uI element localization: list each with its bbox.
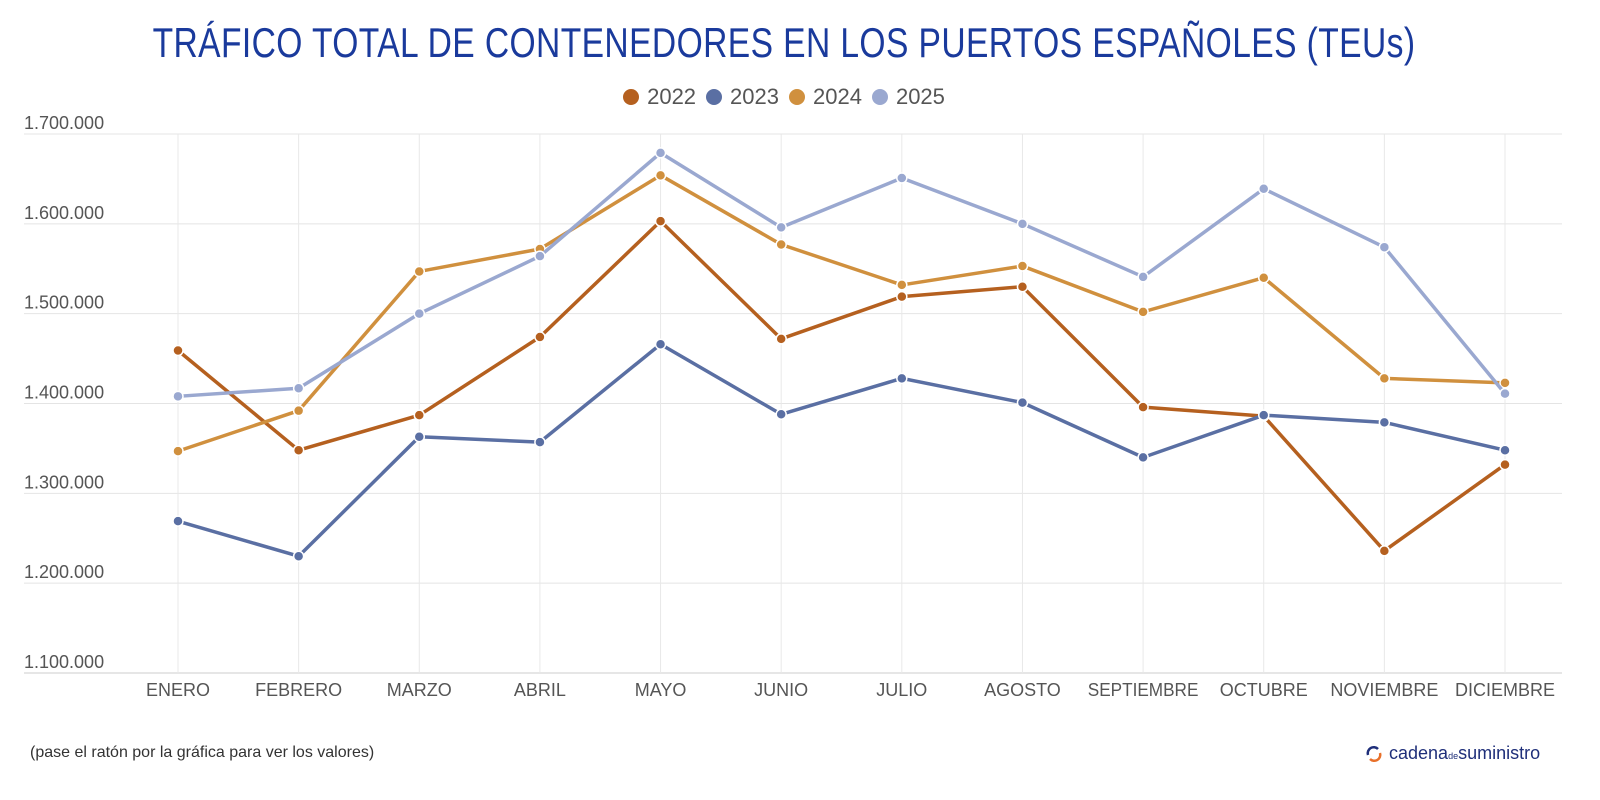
data-point-2023 bbox=[292, 550, 305, 562]
data-point-2024 bbox=[413, 265, 426, 278]
data-point-2024 bbox=[1137, 306, 1149, 318]
data-point-2024 bbox=[1378, 372, 1391, 385]
data-point-2025 bbox=[654, 147, 667, 159]
data-point-2024 bbox=[292, 404, 305, 417]
series-line-2025 bbox=[177, 151, 1507, 399]
legend-label: 2023 bbox=[730, 84, 779, 109]
data-point-2022 bbox=[1378, 545, 1391, 557]
data-point-2025 bbox=[775, 221, 787, 234]
data-point-2022 bbox=[1137, 401, 1149, 413]
y-tick-label: 1.500.000 bbox=[24, 293, 104, 313]
x-tick-label: JUNIO bbox=[754, 680, 808, 700]
data-point-2023 bbox=[1137, 451, 1149, 464]
y-tick-label: 1.400.000 bbox=[24, 383, 104, 403]
x-tick-label: JULIO bbox=[876, 680, 927, 700]
data-point-2022 bbox=[896, 290, 908, 303]
data-point-2022 bbox=[775, 333, 787, 345]
data-point-2024 bbox=[654, 169, 667, 182]
data-point-2024 bbox=[1257, 271, 1270, 284]
data-point-2023 bbox=[172, 515, 184, 527]
legend-marker-icon bbox=[706, 89, 723, 105]
data-point-2023 bbox=[775, 408, 787, 421]
hover-hint: (pase el ratón por la gráfica para ver l… bbox=[30, 744, 375, 761]
data-point-2023 bbox=[1257, 409, 1270, 421]
data-point-2022 bbox=[534, 331, 546, 343]
data-point-2025 bbox=[1137, 271, 1149, 283]
series-line-2022 bbox=[176, 219, 1507, 553]
logo-text-main: cadena bbox=[1389, 743, 1449, 763]
x-tick-label: FEBRERO bbox=[255, 680, 342, 700]
data-point-2023 bbox=[1016, 396, 1029, 409]
data-point-2025 bbox=[172, 390, 184, 403]
legend-marker-icon bbox=[623, 89, 640, 105]
data-point-2025 bbox=[1257, 183, 1270, 195]
series-line-2023 bbox=[177, 342, 1506, 558]
data-point-2022 bbox=[1499, 458, 1511, 471]
line-chart[interactable]: 1.100.000 1.200.000 1.300.000 1.400.000 1.50… bbox=[0, 0, 1600, 740]
x-tick-label: SEPTIEMBRE bbox=[1088, 680, 1199, 700]
series-line-2024 bbox=[177, 173, 1506, 453]
data-point-2024 bbox=[1499, 377, 1511, 389]
data-point-2025 bbox=[534, 250, 546, 262]
legend-label: 2024 bbox=[813, 84, 862, 109]
legend-item-2024[interactable]: 2024 bbox=[789, 84, 862, 110]
data-point-2025 bbox=[1378, 241, 1391, 253]
x-tick-label: ENERO bbox=[146, 680, 210, 700]
brand-logo: cadenadesuministro bbox=[1365, 743, 1540, 764]
data-point-2023 bbox=[654, 338, 667, 350]
data-point-2025 bbox=[292, 382, 305, 394]
data-point-2022 bbox=[654, 215, 667, 227]
legend-item-2023[interactable]: 2023 bbox=[706, 84, 779, 110]
data-point-2022 bbox=[1016, 280, 1029, 293]
legend: 2022 2023 2024 2025 bbox=[0, 84, 1568, 110]
data-point-2023 bbox=[534, 436, 546, 448]
data-point-2023 bbox=[896, 372, 908, 385]
data-point-2024 bbox=[896, 279, 908, 291]
legend-item-2025[interactable]: 2025 bbox=[871, 84, 945, 110]
data-point-2024 bbox=[1016, 260, 1029, 272]
x-tick-label: NOVIEMBRE bbox=[1330, 680, 1438, 700]
x-tick-label: MARZO bbox=[387, 680, 452, 700]
x-tick-label: MAYO bbox=[635, 680, 687, 700]
x-tick-label: ABRIL bbox=[514, 680, 566, 700]
y-tick-label: 1.600.000 bbox=[24, 203, 104, 223]
data-point-2025 bbox=[896, 172, 908, 184]
x-tick-label: OCTUBRE bbox=[1220, 680, 1308, 700]
refresh-logo-icon bbox=[1366, 745, 1382, 762]
chart-title: TRÁFICO TOTAL DE CONTENEDORES EN LOS PUE… bbox=[152, 19, 1416, 66]
y-tick-label: 1.700.000 bbox=[24, 113, 104, 133]
data-point-2024 bbox=[172, 445, 184, 457]
legend-marker-icon bbox=[871, 89, 888, 105]
legend-item-2022[interactable]: 2022 bbox=[623, 84, 696, 110]
data-point-2023 bbox=[1378, 416, 1391, 429]
data-point-2022 bbox=[292, 444, 305, 456]
y-tick-label: 1.200.000 bbox=[24, 562, 104, 582]
data-point-2022 bbox=[413, 409, 426, 421]
legend-label: 2025 bbox=[895, 84, 945, 109]
x-tick-label: DICIEMBRE bbox=[1455, 680, 1555, 700]
data-point-2025 bbox=[413, 307, 426, 320]
logo-text-small: de bbox=[1448, 751, 1459, 761]
x-tick-label: AGOSTO bbox=[984, 680, 1061, 700]
y-tick-label: 1.100.000 bbox=[24, 652, 104, 672]
legend-label: 2022 bbox=[647, 84, 697, 109]
data-point-2025 bbox=[1499, 387, 1511, 400]
data-point-2023 bbox=[1499, 444, 1511, 456]
data-point-2025 bbox=[1016, 218, 1029, 230]
legend-marker-icon bbox=[789, 89, 805, 105]
y-tick-label: 1.300.000 bbox=[24, 472, 104, 492]
data-point-2022 bbox=[172, 344, 184, 357]
logo-text-end: suministro bbox=[1458, 743, 1541, 763]
data-point-2023 bbox=[413, 430, 426, 443]
data-point-2024 bbox=[775, 238, 787, 251]
